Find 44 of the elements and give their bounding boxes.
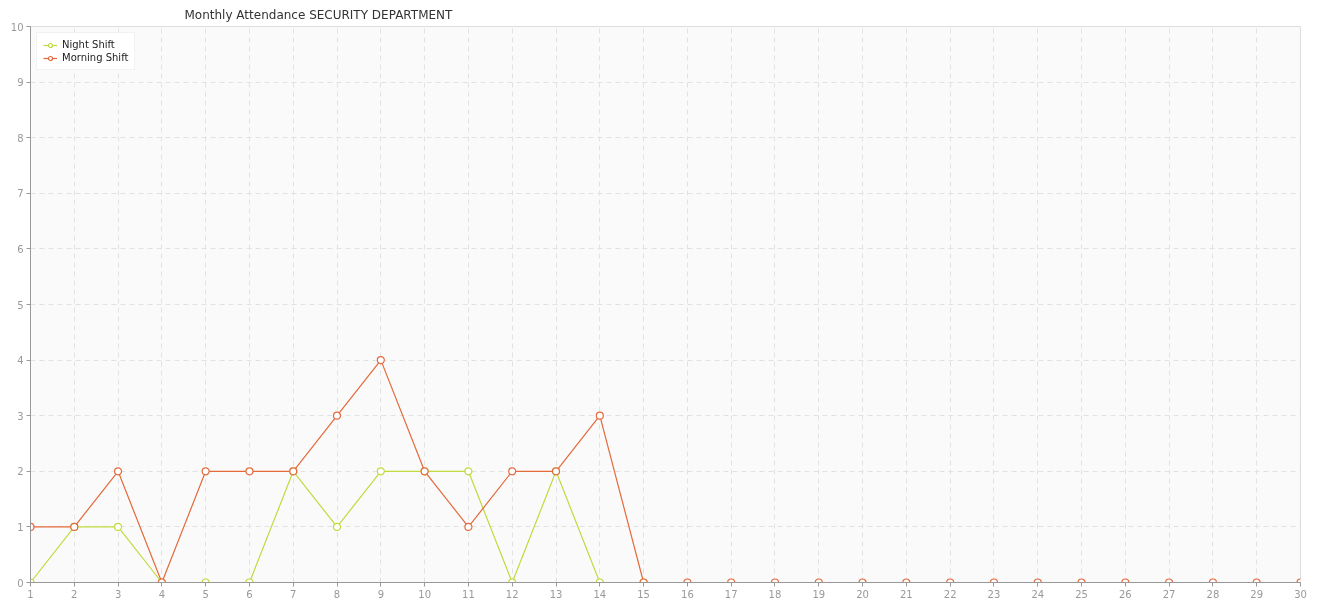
chart-title: Monthly Attendance SECURITY DEPARTMENT [184,7,454,22]
x-tick-label: 20 [856,588,869,600]
legend-label: Night Shift [62,39,115,50]
y-tick-label: 5 [17,299,24,311]
x-tick-label: 30 [1294,588,1307,600]
x-tick-label: 17 [724,588,738,600]
y-tick-label: 7 [17,188,24,200]
y-tick-label: 6 [17,243,24,255]
y-tick-label: 10 [10,21,24,33]
x-tick-label: 5 [202,588,209,600]
x-tick-label: 1 [27,588,34,600]
x-tick-label: 25 [1075,588,1088,600]
x-tick-label: 23 [987,588,1001,600]
x-tick-label: 18 [768,588,782,600]
y-tick-label: 9 [17,77,24,89]
x-tick-label: 26 [1118,588,1132,600]
y-tick-label: 2 [17,466,24,478]
x-tick-label: 10 [418,588,432,600]
x-tick-label: 29 [1250,588,1264,600]
legend-label: Morning Shift [62,52,129,63]
x-tick-label: 6 [246,588,253,600]
y-tick-label: 1 [17,521,24,533]
x-tick-label: 28 [1206,588,1220,600]
x-tick-label: 14 [593,588,607,600]
x-tick-label: 9 [377,588,385,600]
y-tick-label: 3 [17,410,24,422]
x-tick-label: 21 [900,588,913,600]
x-tick-label: 8 [333,588,341,600]
x-tick-label: 11 [462,588,475,600]
x-tick-label: 7 [290,588,297,600]
y-tick-label: 4 [17,355,24,367]
x-tick-label: 13 [549,588,563,600]
x-tick-label: 15 [637,588,650,600]
x-tick-label: 22 [943,588,957,600]
x-tick-label: 2 [71,588,78,600]
x-tick-label: 4 [158,588,166,600]
y-tick-label: 0 [17,577,24,589]
x-tick-label: 3 [114,588,122,600]
y-tick-label: 8 [17,132,24,144]
x-tick-label: 12 [505,588,519,600]
x-tick-label: 19 [812,588,826,600]
x-tick-label: 24 [1031,588,1045,600]
x-tick-label: 27 [1162,588,1176,600]
x-tick-label: 16 [681,588,694,600]
